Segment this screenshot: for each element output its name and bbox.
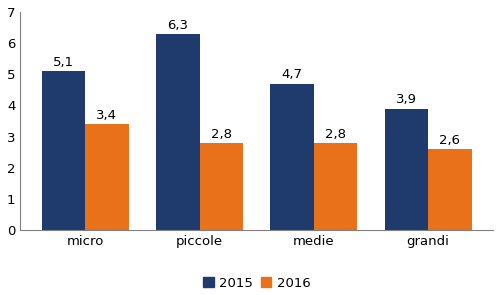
Text: 3,9: 3,9 (396, 94, 417, 106)
Text: 4,7: 4,7 (282, 68, 302, 81)
Text: 5,1: 5,1 (53, 56, 74, 69)
Text: 2,8: 2,8 (325, 128, 346, 141)
Bar (384, 109, 428, 230)
Text: 2,6: 2,6 (440, 134, 460, 147)
Text: 2,8: 2,8 (210, 128, 232, 141)
Text: 3,4: 3,4 (96, 109, 117, 122)
Bar (156, 34, 200, 230)
Text: 6,3: 6,3 (168, 19, 188, 32)
Bar (428, 149, 472, 230)
Bar (42, 71, 85, 230)
Bar (85, 124, 128, 230)
Bar (270, 83, 314, 230)
Bar (314, 143, 358, 230)
Legend: 2015, 2016: 2015, 2016 (198, 272, 316, 295)
Bar (200, 143, 243, 230)
